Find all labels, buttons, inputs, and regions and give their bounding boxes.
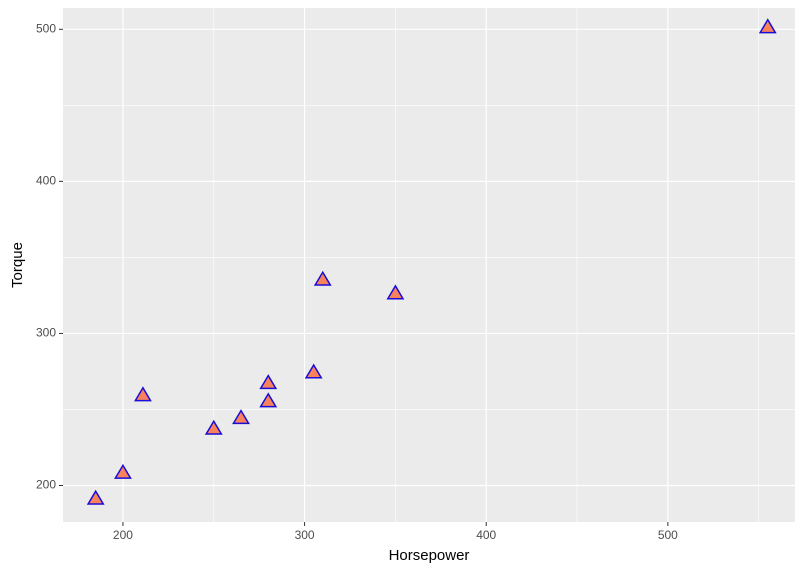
x-tick-label: 300 (295, 528, 315, 542)
point (259, 374, 278, 390)
x-tick-label: 500 (658, 528, 678, 542)
point (386, 284, 405, 300)
y-tick-label: 500 (36, 21, 56, 35)
point (114, 463, 132, 479)
point (304, 363, 323, 379)
point (134, 386, 152, 402)
point (758, 18, 777, 34)
point (86, 489, 105, 505)
panel (63, 8, 795, 522)
x-tick-label: 200 (113, 528, 133, 542)
y-tick-label: 400 (36, 174, 56, 188)
point (232, 409, 250, 425)
point (259, 392, 278, 408)
y-tick-label: 300 (36, 326, 56, 340)
y-tick-label: 200 (36, 478, 56, 492)
point (204, 419, 223, 435)
x-tick-label: 400 (476, 528, 496, 542)
x-axis-title: Horsepower (389, 547, 470, 564)
y-axis-title: Torque (9, 242, 26, 288)
point (313, 270, 332, 286)
